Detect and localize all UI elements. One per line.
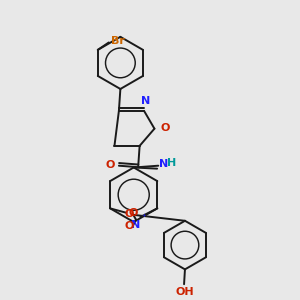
- Text: O: O: [106, 160, 115, 170]
- Text: N: N: [131, 220, 141, 230]
- Text: $^+$: $^+$: [140, 213, 147, 222]
- Text: OH: OH: [175, 287, 194, 297]
- Text: O: O: [124, 209, 134, 219]
- Text: N: N: [141, 96, 150, 106]
- Text: Br: Br: [111, 36, 125, 46]
- Text: N: N: [160, 159, 169, 169]
- Text: H: H: [167, 158, 176, 168]
- Text: O: O: [160, 123, 170, 133]
- Text: O: O: [129, 208, 138, 218]
- Text: O: O: [124, 220, 134, 230]
